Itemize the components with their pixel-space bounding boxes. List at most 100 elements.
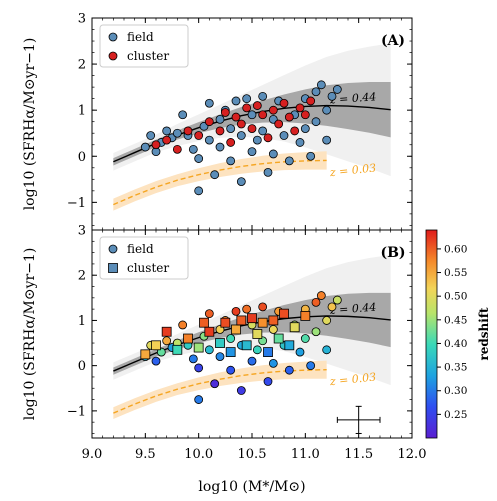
point-field-b [311,327,321,337]
point-field-a [194,154,204,163]
x-tick-label: 11.5 [344,447,373,462]
point-field-b [231,306,241,316]
point-cluster-b [220,317,231,328]
point-cluster-a [274,119,284,129]
point-field-b [306,361,316,371]
point-cluster-a [172,144,182,154]
x-tick-label: 9.0 [82,447,103,462]
point-cluster-a [215,126,225,136]
point-field-b [236,386,246,395]
point-cluster-b [140,349,151,360]
x-tick-label: 11.0 [291,447,320,462]
point-cluster-b [204,326,215,337]
colorbar-tick-label: 0.50 [444,291,467,303]
ms-line-z003-b [113,369,327,414]
colorbar-tick-label: 0.25 [444,409,467,421]
point-field-a [268,149,278,159]
point-field-b [210,379,220,389]
legend-label-field-a: field [127,30,154,44]
point-field-b [247,356,257,366]
point-cluster-a [236,119,246,129]
point-cluster-b [263,347,273,357]
point-field-b [316,291,326,300]
point-cluster-b [284,340,295,351]
label-z044-a: z = 0.44 [328,90,376,106]
point-cluster-b [241,340,252,351]
y-tick-label-b: 3 [78,224,86,239]
colorbar-tick-label: 0.60 [444,243,467,255]
colorbar: 0.25 0.30 0.35 0.40 0.45 0.50 0.55 0.60 redshif… [425,229,491,439]
point-field-a [247,110,257,120]
point-cluster-a [252,101,262,110]
point-field-a [306,151,316,161]
point-field-a [194,186,204,196]
point-cluster-a [258,110,268,120]
point-cluster-a [231,112,241,122]
legend-marker-cluster-a [108,51,118,61]
point-field-a [316,80,326,90]
point-field-b [162,336,172,346]
legend-marker-field-b [108,244,118,254]
point-cluster-b [300,311,311,321]
point-field-b [204,309,214,319]
point-field-a [327,91,337,101]
point-cluster-b [231,324,241,335]
point-field-a [311,87,321,97]
point-field-a [188,144,198,154]
legend-label-cluster-b: cluster [127,261,169,275]
ms-band-z044-a [113,82,391,166]
point-field-b [226,334,236,343]
point-field-b [226,365,236,375]
ms-band-z003-b [113,360,327,420]
point-cluster-a [263,133,273,143]
legend-label-cluster-a: cluster [127,49,169,63]
point-field-a [226,156,236,166]
legend-a: field cluster [99,24,189,68]
y-tick-label-b: 1 [78,314,86,329]
point-cluster-b [268,315,279,326]
y-axis-title-a: log10 (SFRHα/M⊙yr−1) [22,38,38,211]
y-tick-label-a: 3 [78,12,86,27]
point-field-a [210,170,220,180]
legend-marker-field-a [108,32,118,42]
colorbar-gradient [425,229,438,439]
colorbar-tick-label: 0.45 [444,314,467,326]
colorbar-tick-label: 0.55 [444,267,467,279]
point-field-b [252,345,262,355]
point-field-a [247,147,257,157]
point-cluster-a [279,98,289,108]
point-field-b [322,316,332,325]
point-field-a [178,110,188,120]
point-field-a [146,131,156,140]
point-field-b [258,302,268,312]
point-cluster-b [257,317,268,328]
point-field-b [215,352,225,362]
point-cluster-a [162,135,172,145]
y-tick-label-a: −1 [67,196,86,211]
point-cluster-b [225,347,236,357]
point-cluster-a [300,110,310,120]
point-field-a [258,126,268,136]
colorbar-tick-label: 0.30 [444,385,467,397]
ms-band-z003-a [113,151,327,211]
x-tick-label: 10.5 [238,447,267,462]
point-field-a [226,124,236,134]
point-cluster-b [183,333,193,344]
point-cluster-b [193,342,204,353]
point-field-a [172,128,182,138]
point-field-b [188,354,198,364]
point-field-b [300,334,310,343]
x-tick-label: 12.0 [398,447,427,462]
point-cluster-a [220,108,230,117]
ms-band-z044-b [113,292,391,375]
x-tick-label: 10.0 [184,447,213,462]
point-cluster-b [215,338,225,348]
point-field-b [242,304,252,314]
point-field-b [178,320,188,330]
panel-label-b: (B) [380,245,405,261]
legend-marker-cluster-b [108,263,118,273]
point-cluster-b [252,329,263,339]
panel-b: z = 0.44 z = 0.03 (B) field cluster [91,229,413,439]
point-field-b [204,345,214,355]
point-field-a [258,91,268,101]
